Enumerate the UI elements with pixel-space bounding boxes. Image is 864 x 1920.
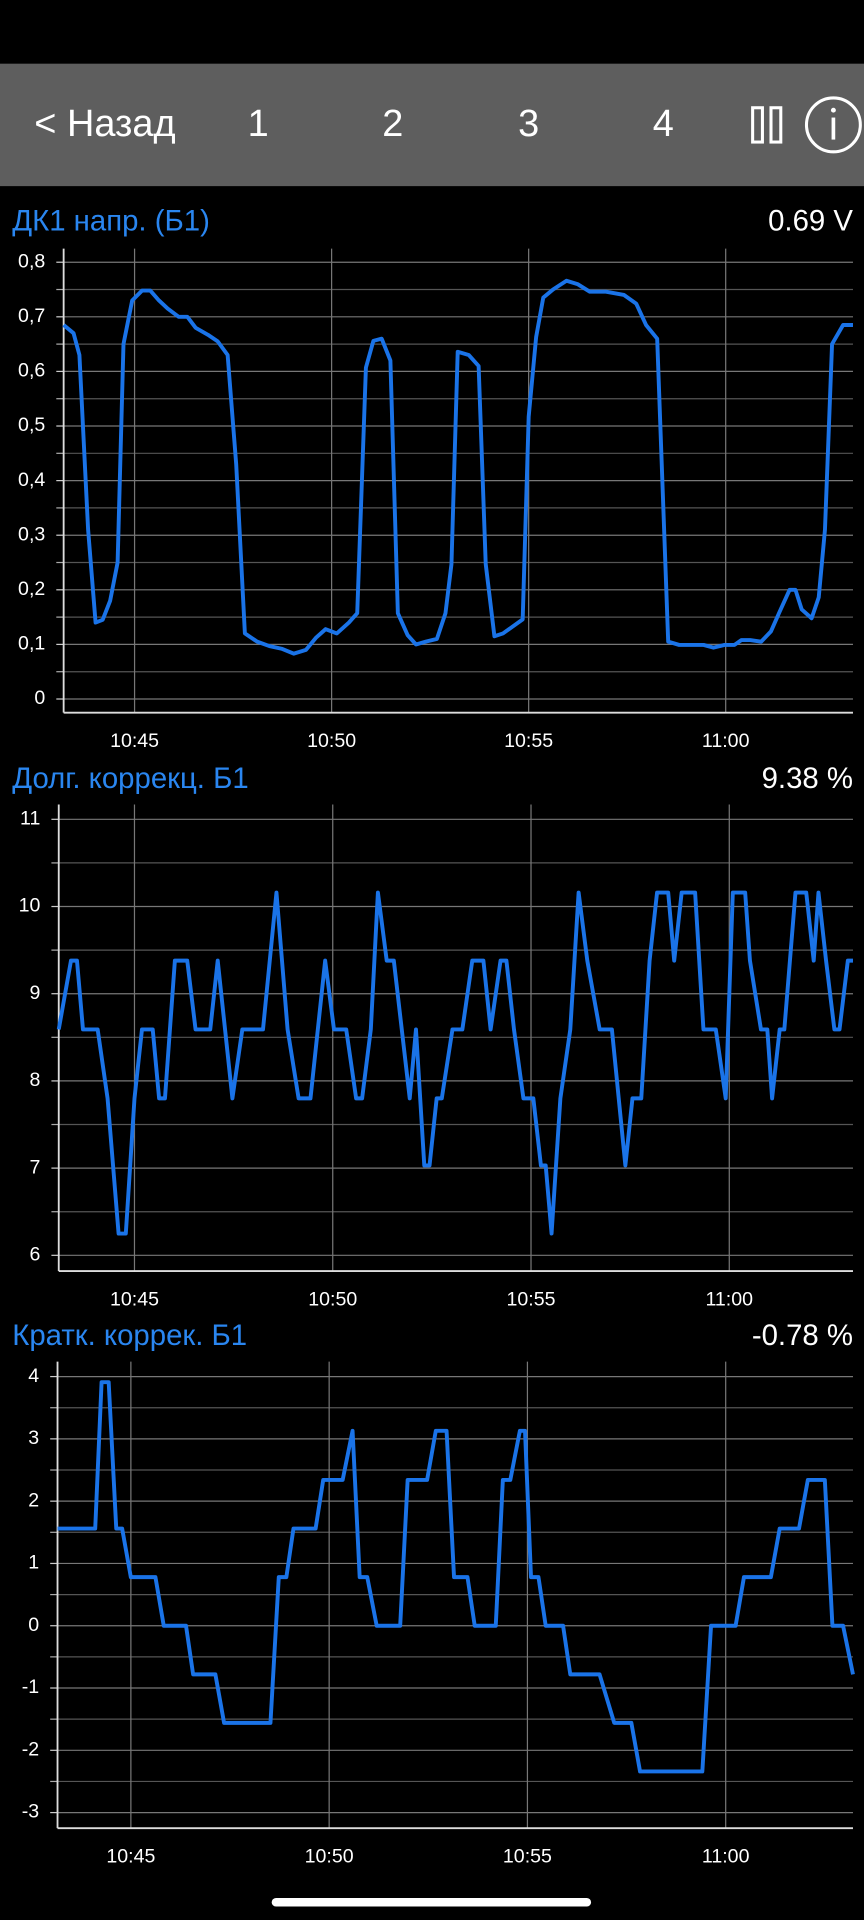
y-tick-label: 0,5 — [18, 414, 45, 436]
y-tick-label: -2 — [22, 1738, 39, 1760]
y-tick-label: 0 — [28, 1614, 39, 1636]
data-line — [57, 1380, 855, 1774]
y-tick-label: 8 — [29, 1069, 40, 1091]
y-tick-label: -1 — [22, 1676, 39, 1698]
y-tick-label: 0,6 — [18, 360, 45, 382]
data-line — [56, 890, 853, 1236]
current-value: 9.38 % — [762, 762, 853, 795]
tab[interactable]: 3 — [518, 103, 539, 145]
x-tick-label: 10:45 — [110, 730, 159, 752]
tab[interactable]: 2 — [382, 103, 403, 145]
chart-title: Кратк. коррек. Б1 — [12, 1319, 247, 1352]
x-tick-label: 10:45 — [110, 1289, 159, 1311]
tab[interactable]: 4 — [653, 103, 674, 145]
x-tick-label: 10:50 — [305, 1846, 354, 1868]
chart-title: Долг. коррекц. Б1 — [12, 762, 248, 795]
x-tick-label: 10:45 — [106, 1846, 155, 1868]
y-tick-label: 2 — [28, 1489, 39, 1511]
y-tick-label: 0,2 — [18, 578, 45, 600]
x-tick-label: 11:00 — [702, 1846, 750, 1868]
x-tick-label: 10:50 — [307, 730, 356, 752]
y-tick-label: 0,8 — [18, 250, 45, 272]
y-tick-label: 0 — [34, 687, 45, 709]
current-value: 0.69 V — [768, 205, 853, 238]
y-tick-label: 0,7 — [18, 305, 45, 327]
y-tick-label: 9 — [29, 982, 40, 1004]
home-indicator — [271, 1897, 592, 1907]
y-tick-label: 6 — [29, 1243, 40, 1265]
toolbar — [0, 63, 864, 187]
x-tick-label: 11:00 — [702, 730, 750, 752]
chart-title: ДК1 напр. (Б1) — [12, 205, 210, 238]
y-tick-label: 7 — [29, 1156, 40, 1178]
x-tick-label: 10:50 — [308, 1289, 357, 1311]
y-tick-label: -3 — [22, 1801, 40, 1823]
y-tick-label: 0,3 — [18, 523, 45, 545]
x-tick-label: 10:55 — [507, 1289, 556, 1311]
y-tick-label: 0,1 — [18, 633, 45, 655]
pause-button[interactable] — [751, 106, 783, 144]
y-tick-label: 4 — [28, 1365, 39, 1387]
current-value: -0.78 % — [752, 1319, 853, 1352]
tab[interactable]: 1 — [248, 103, 269, 145]
info-button[interactable] — [804, 96, 862, 154]
back-button[interactable]: < Назад — [34, 103, 175, 145]
y-tick-label: 1 — [28, 1552, 39, 1574]
y-tick-label: 10 — [19, 895, 41, 917]
x-tick-label: 10:55 — [503, 1846, 552, 1868]
x-tick-label: 11:00 — [706, 1289, 754, 1311]
y-tick-label: 11 — [20, 807, 40, 829]
x-tick-label: 10:55 — [504, 730, 553, 752]
data-line — [62, 278, 853, 656]
y-tick-label: 0,4 — [18, 469, 45, 491]
y-tick-label: 3 — [28, 1427, 39, 1449]
